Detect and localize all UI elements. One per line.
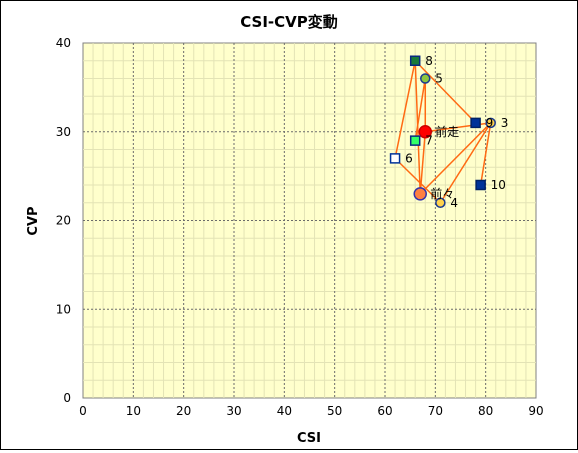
y-tick-label: 30 [56,125,71,139]
y-tick-label: 0 [63,391,71,405]
data-point [475,179,486,191]
x-tick-label: 10 [126,404,141,418]
x-tick-label: 50 [327,404,342,418]
point-label: 前走 [435,124,459,139]
connection-line [414,60,477,124]
point-label: 9 [486,116,494,130]
data-point [470,117,481,129]
y-tick-label: 10 [56,302,71,316]
data-point [485,117,496,129]
x-tick-labels: 0 10 20 30 40 50 60 70 80 90 [79,404,543,418]
y-tick-label: 20 [56,214,71,228]
x-tick-label: 30 [226,404,241,418]
data-point [413,187,427,201]
point-label: 4 [450,196,458,210]
point-label: 8 [425,54,433,68]
data-point [409,55,421,66]
data-point [420,73,431,84]
markers-layer [389,55,496,208]
x-tick-label: 20 [176,404,191,418]
connection-line [414,78,427,141]
connection-line [394,60,416,159]
data-point [418,125,433,139]
data-point [409,135,421,146]
x-tick-label: 0 [79,404,87,418]
x-tick-label: 40 [277,404,292,418]
major-grid [83,43,536,398]
connection-lines [394,60,492,204]
connection-line [419,122,492,195]
x-tick-label: 60 [377,404,392,418]
chart-title: CSI-CVP変動 [240,13,338,31]
x-tick-label: 90 [528,404,543,418]
y-axis-title: CVP [26,206,41,235]
connection-line [439,122,492,204]
connection-line [394,157,441,204]
point-label: 10 [491,178,506,192]
data-point [389,153,401,164]
x-axis-title: CSI [297,431,321,446]
connection-line [479,122,492,186]
point-label: 7 [425,134,433,148]
point-label: 5 [435,72,443,86]
point-label: 3 [501,116,509,130]
data-point [435,197,446,208]
y-tick-label: 40 [56,36,71,50]
point-label: 6 [405,151,413,165]
y-tick-labels: 0 10 20 30 40 [56,36,71,405]
x-tick-label: 70 [428,404,443,418]
point-label: 前々 [430,186,454,201]
x-tick-label: 80 [478,404,493,418]
